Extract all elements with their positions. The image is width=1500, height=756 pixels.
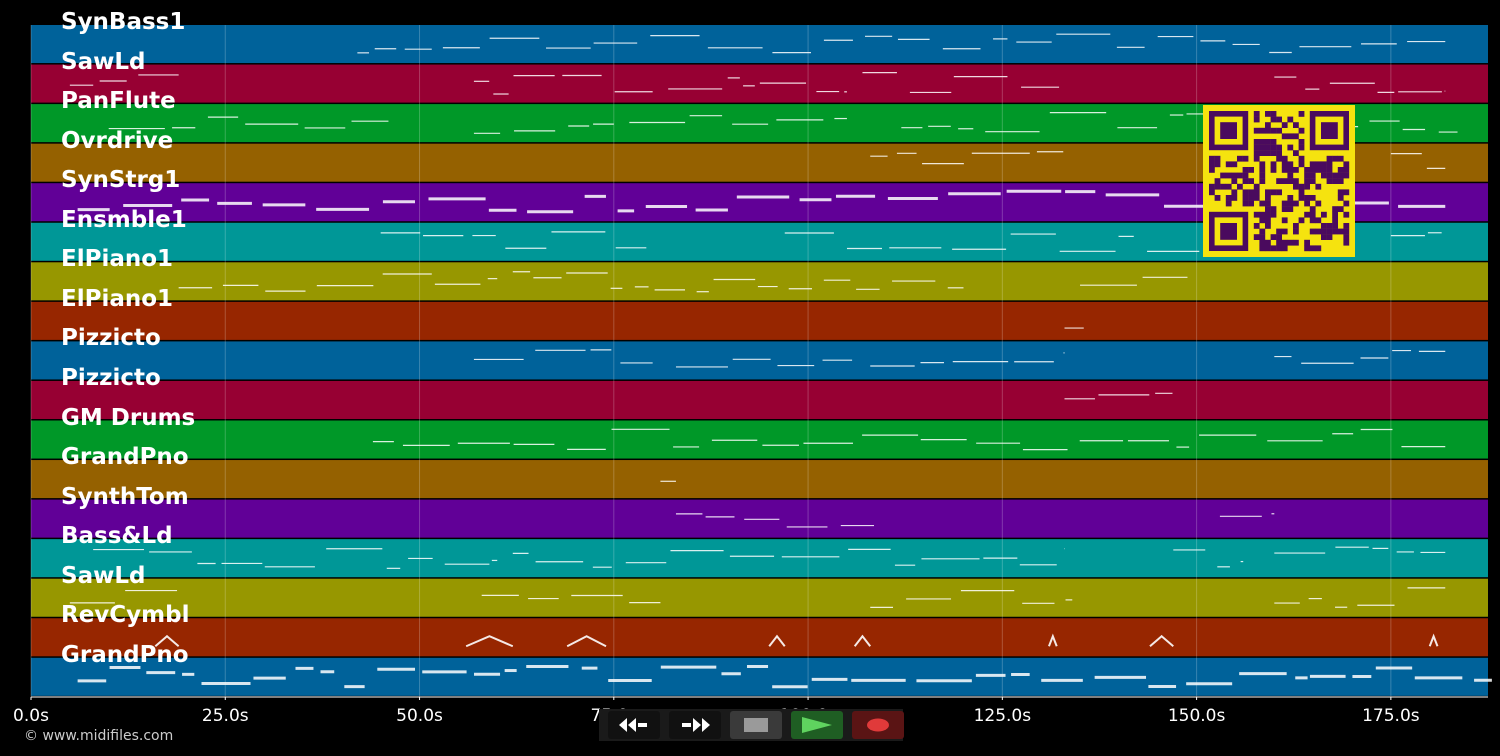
track-label: RevCymbl <box>61 602 190 629</box>
stop-button[interactable] <box>730 711 782 739</box>
track-lane <box>31 657 1488 696</box>
track-label: SynStrg1 <box>61 167 181 194</box>
track-lane <box>31 262 1488 301</box>
track-label: GrandPno <box>61 444 189 471</box>
tick-label: 50.0s <box>396 706 443 726</box>
track-lane <box>31 25 1488 64</box>
track-label: Ovrdrive <box>61 127 174 154</box>
rewind-button[interactable] <box>608 711 660 739</box>
track-lane <box>31 380 1488 419</box>
rewind-icon <box>619 718 647 732</box>
track-label: Ensmble1 <box>61 206 187 233</box>
track-lane <box>31 499 1488 538</box>
track-label: Pizzicto <box>61 364 161 391</box>
record-button[interactable] <box>852 711 904 739</box>
track-label: ElPiano1 <box>61 285 174 312</box>
tick-label: 0.0s <box>13 706 49 726</box>
track-label: GM Drums <box>61 404 196 431</box>
record-icon <box>867 718 889 732</box>
track-lane <box>31 460 1488 499</box>
tick-label: 175.0s <box>1362 706 1420 726</box>
stop-icon <box>744 718 768 732</box>
track-label: SawLd <box>61 48 146 75</box>
track-label: Bass&Ld <box>61 523 173 550</box>
track-label: SynthTom <box>61 483 189 510</box>
track-label: GrandPno <box>61 641 189 668</box>
track-lane <box>31 341 1488 380</box>
play-icon <box>802 717 832 733</box>
track-label: SawLd <box>61 562 146 589</box>
transport-controls <box>599 709 904 741</box>
track-lane <box>31 618 1488 657</box>
track-lane <box>31 420 1488 459</box>
track-label: Pizzicto <box>61 325 161 352</box>
track-lane <box>31 64 1488 103</box>
tick-label: 150.0s <box>1167 706 1226 726</box>
track-label: SynBass1 <box>61 9 186 35</box>
copyright-text: © www.midifiles.com <box>24 728 174 744</box>
fast-forward-button[interactable] <box>669 711 721 739</box>
track-label: PanFlute <box>61 88 176 115</box>
play-button[interactable] <box>791 711 843 739</box>
tick-label: 125.0s <box>973 706 1032 726</box>
track-label: ElPiano1 <box>61 246 174 273</box>
track-lane <box>31 578 1488 617</box>
track-lane <box>31 301 1488 340</box>
qr-code-icon <box>1203 105 1355 257</box>
tick-label: 25.0s <box>201 706 249 726</box>
fast-forward-icon <box>682 718 710 732</box>
track-lane <box>31 539 1488 578</box>
